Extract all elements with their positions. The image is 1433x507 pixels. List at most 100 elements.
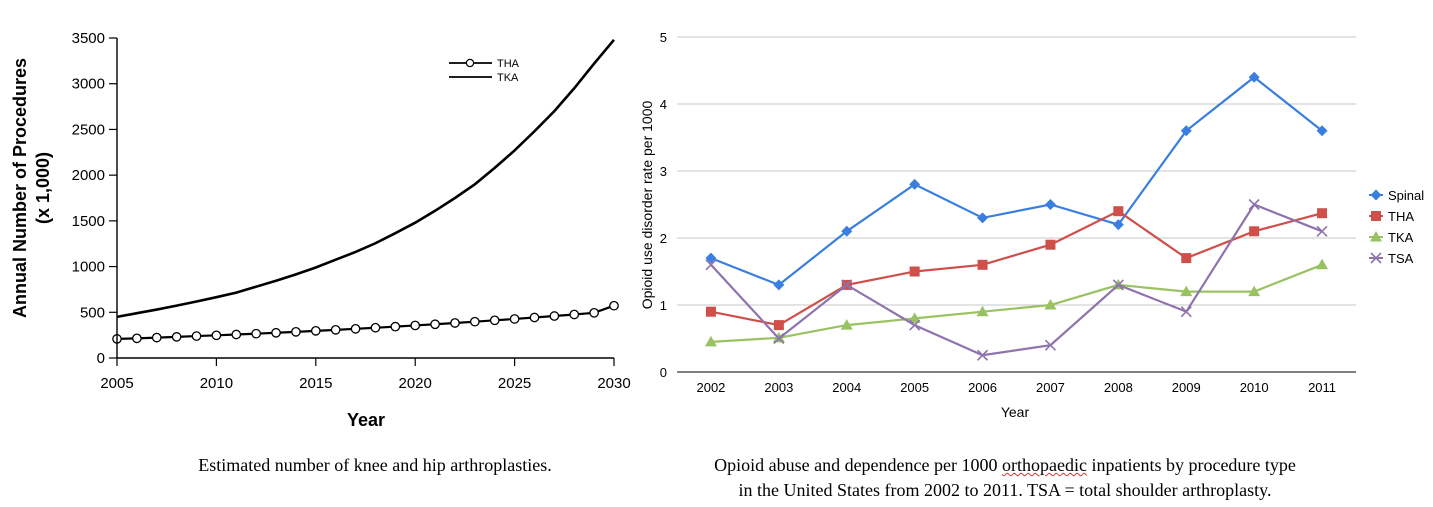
right-data-point-tha	[909, 266, 920, 277]
right-data-point-tha	[1113, 206, 1124, 217]
left-caption: Estimated number of knee and hip arthrop…	[198, 455, 552, 475]
right-legend-marker	[1370, 189, 1382, 201]
left-x-tick-label: 2005	[100, 375, 133, 392]
right-x-tick-label: 2009	[1172, 380, 1201, 395]
right-x-tick-label: 2004	[832, 380, 861, 395]
right-data-point-tha	[1045, 239, 1056, 250]
right-data-point-tsa	[1112, 279, 1124, 291]
left-data-point-tha	[211, 330, 222, 341]
right-data-point-spinal	[909, 178, 921, 190]
left-y-tick-label: 1000	[72, 259, 105, 276]
right-data-point-tha	[773, 320, 784, 331]
right-data-point-tsa	[909, 319, 921, 331]
right-data-point-tsa	[705, 259, 717, 271]
left-data-point-tha	[569, 309, 580, 320]
right-data-point-tsa	[976, 349, 989, 361]
right-series-line-tsa	[710, 203, 1323, 357]
right-legend-label: Spinal	[1388, 188, 1424, 203]
left-y-tick-label: 3000	[72, 76, 105, 93]
right-gridlines	[677, 36, 1356, 306]
left-legend-label: TKA	[497, 72, 519, 84]
right-series-line-tka	[710, 263, 1323, 343]
left-data-point-tha	[231, 329, 242, 340]
right-data-point-tsa	[1316, 225, 1328, 237]
right-series-line-tha	[710, 209, 1323, 327]
left-data-point-tha	[310, 325, 321, 336]
left-data-point-tha	[330, 324, 341, 335]
right-y-tick-label: 2	[660, 231, 667, 246]
right-legend-label: TSA	[1388, 251, 1414, 266]
right-y-tick-label: 3	[660, 164, 667, 179]
left-data-point-tha	[291, 327, 301, 337]
right-legend-label: THA	[1388, 209, 1414, 224]
right-data-point-tka	[1044, 299, 1057, 310]
left-data-point-tha	[430, 319, 440, 330]
left-y-tick-label: 1500	[72, 213, 105, 230]
left-data-point-tha	[589, 307, 599, 318]
right-x-tick-label: 2002	[696, 380, 725, 395]
left-data-point-tha	[529, 312, 540, 323]
right-x-tick-label: 2005	[900, 380, 929, 395]
left-data-point-tha	[350, 323, 361, 334]
right-series	[704, 71, 1329, 361]
left-series-line-tha	[116, 304, 615, 340]
right-y-ticks: 0 1 2 3 4 5	[660, 30, 667, 380]
right-legend: Spinal THA TKA TSA	[1369, 188, 1424, 266]
left-data-point-tha	[509, 314, 520, 324]
left-legend-marker	[465, 58, 475, 68]
left-data-point-tha	[489, 315, 500, 326]
right-x-tick-label: 2007	[1036, 380, 1065, 395]
right-data-point-tha	[1317, 208, 1328, 219]
left-x-tick-label: 2010	[200, 375, 233, 392]
left-y-axis-label: Annual Number of Procedures	[10, 58, 30, 318]
right-y-tick-label: 5	[660, 30, 667, 45]
left-x-tick-label: 2025	[498, 375, 531, 392]
right-data-point-tsa	[773, 332, 785, 345]
right-series-line-spinal	[710, 75, 1323, 287]
right-data-point-tha	[1249, 226, 1260, 237]
right-x-tick-label: 2010	[1240, 380, 1269, 395]
left-data-point-tha	[151, 332, 162, 343]
left-data-point-tha	[191, 331, 202, 341]
left-y-axis-label-line1: Annual Number of Procedures	[10, 58, 30, 318]
left-y-tick-label: 3500	[72, 30, 105, 47]
right-data-point-tka	[976, 305, 989, 317]
right-caption-line1-pre: Opioid abuse and dependence per 1000	[714, 455, 1002, 475]
right-y-tick-label: 1	[660, 298, 667, 313]
left-y-tick-label: 2500	[72, 121, 105, 138]
right-data-point-tka	[1180, 285, 1193, 297]
right-y-axis-label: Opioid use disorder rate per 1000	[639, 101, 655, 310]
right-data-point-spinal	[773, 279, 785, 291]
left-data-point-tha	[271, 327, 281, 338]
right-data-point-tka	[1248, 285, 1261, 297]
right-x-tick-label: 2003	[764, 380, 793, 395]
right-legend-marker	[1371, 211, 1381, 221]
right-data-point-spinal	[705, 252, 717, 264]
right-x-tick-label: 2006	[968, 380, 997, 395]
right-data-point-tka	[704, 335, 717, 347]
right-x-tick-label: 2008	[1104, 380, 1133, 395]
left-x-tick-label: 2015	[299, 375, 332, 392]
left-data-point-tha	[410, 320, 421, 331]
left-series	[112, 38, 619, 344]
right-data-point-tka	[908, 312, 921, 323]
left-x-tick-label: 2030	[597, 375, 630, 392]
left-data-point-tha	[132, 333, 142, 344]
left-data-point-tha	[390, 321, 401, 332]
right-legend-marker	[1370, 231, 1382, 242]
right-caption: Opioid abuse and dependence per 1000 ort…	[630, 453, 1380, 503]
left-data-point-tha	[450, 318, 460, 328]
right-data-point-tha	[977, 259, 988, 270]
right-data-point-tha	[1181, 253, 1192, 264]
right-data-point-tka	[840, 319, 853, 330]
right-data-point-tsa	[841, 279, 853, 291]
right-y-tick-label: 0	[660, 365, 667, 380]
right-caption-line1-post: inpatients by procedure type	[1086, 455, 1296, 475]
left-data-point-tha	[171, 332, 182, 342]
left-data-point-tha	[609, 300, 619, 311]
left-x-ticks: 2005 2010 2015 2020 2025 2030	[100, 358, 631, 392]
arthroplasty-projection-chart: 0 500 1000 1500 2000 2500 3000 3500 2005 2010 201…	[10, 30, 631, 430]
right-x-axis-label: Year	[1001, 404, 1030, 420]
